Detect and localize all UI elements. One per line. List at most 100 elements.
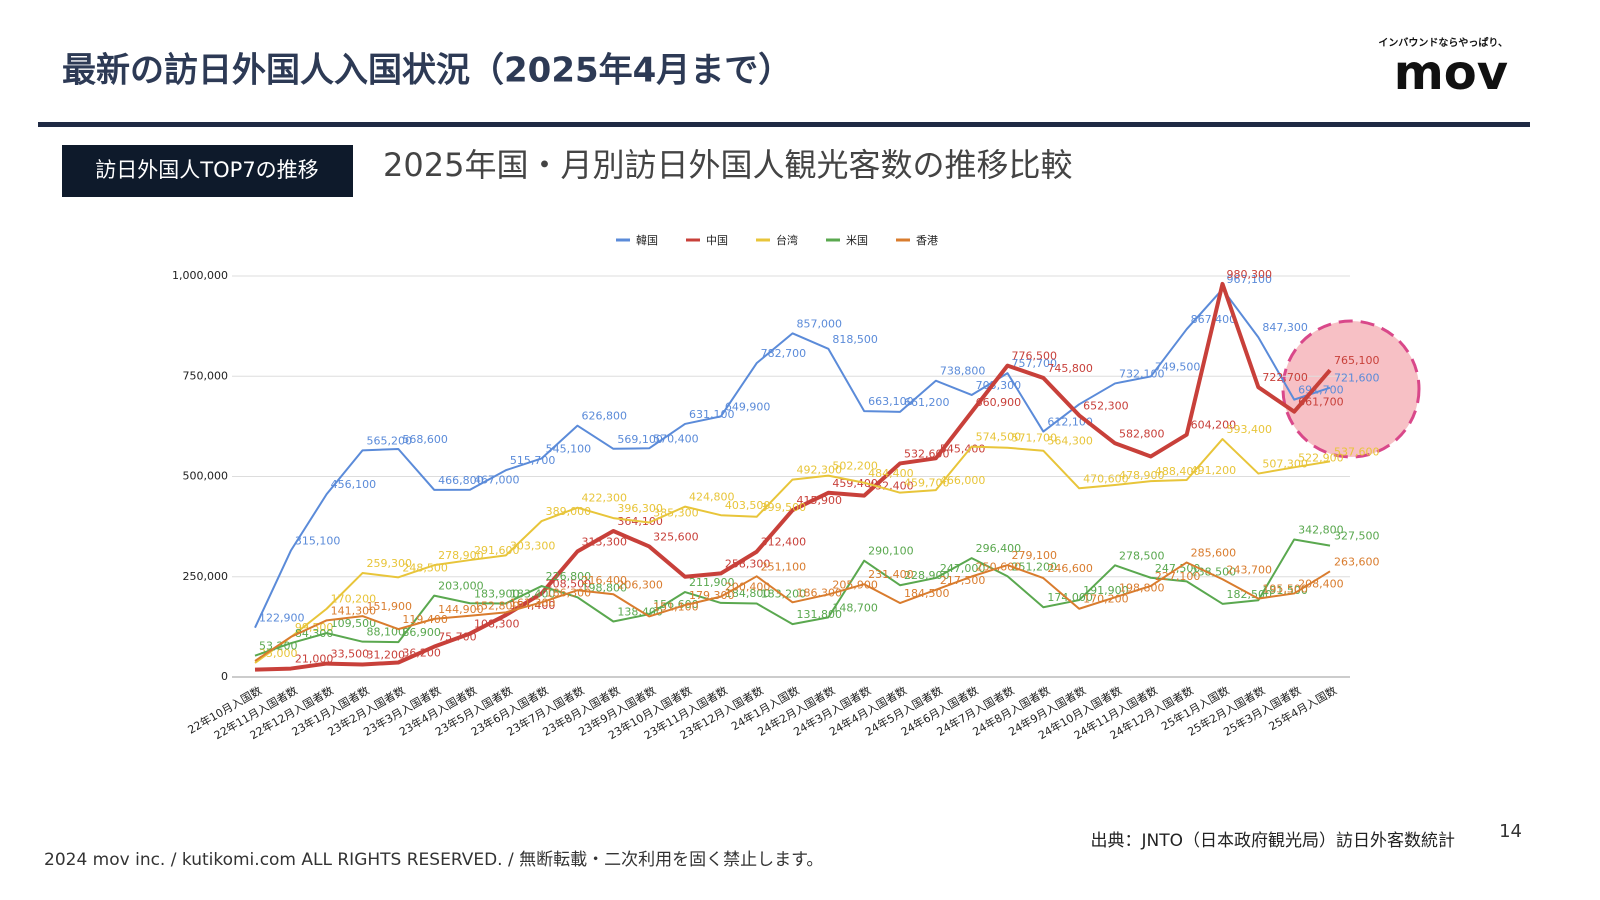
data-label: 312,400 xyxy=(761,536,807,549)
data-label: 857,000 xyxy=(797,317,843,330)
data-label: 459,400 xyxy=(832,477,878,490)
data-label: 537,600 xyxy=(1334,445,1380,458)
data-label: 226,800 xyxy=(546,570,592,583)
highlight-circle xyxy=(1281,319,1421,459)
data-label: 515,700 xyxy=(510,454,556,467)
logo: mov xyxy=(1394,45,1508,101)
data-label: 183,200 xyxy=(761,588,807,601)
data-label: 488,400 xyxy=(1155,465,1201,478)
data-label: 545,400 xyxy=(940,442,986,455)
data-label: 415,900 xyxy=(797,494,843,507)
data-label: 757,700 xyxy=(1012,357,1058,370)
data-label: 119,400 xyxy=(402,613,448,626)
data-label: 313,300 xyxy=(582,535,628,548)
plot: 0250,000500,000750,0001,000,00022年10月入国数… xyxy=(172,233,1379,742)
legend-label: 韓国 xyxy=(636,234,658,247)
data-label: 571,700 xyxy=(1012,432,1058,445)
data-label: 206,300 xyxy=(617,578,663,591)
data-label: 184,500 xyxy=(904,587,950,600)
data-label: 86,900 xyxy=(402,626,441,639)
data-label: 389,000 xyxy=(546,505,592,518)
data-label: 631,100 xyxy=(689,408,735,421)
data-label: 315,100 xyxy=(295,535,341,548)
data-label: 184,800 xyxy=(725,587,771,600)
logo-tagline: インバウンドならやっぱり、 xyxy=(1378,36,1508,49)
data-label: 151,100 xyxy=(653,600,699,613)
data-label: 424,800 xyxy=(689,491,735,504)
data-label: 721,600 xyxy=(1334,372,1380,385)
data-label: 144,900 xyxy=(438,603,484,616)
data-label: 570,400 xyxy=(653,432,699,445)
badge: 訪日外国人TOP7の推移 xyxy=(95,158,318,182)
data-label: 208,500 xyxy=(546,577,592,590)
data-label: 290,100 xyxy=(868,545,914,558)
data-label: 141,300 xyxy=(331,604,377,617)
data-label: 649,900 xyxy=(725,400,771,413)
data-label: 250,600 xyxy=(976,561,1022,574)
data-label: 569,100 xyxy=(617,433,663,446)
data-label: 227,100 xyxy=(1155,570,1201,583)
series-line xyxy=(254,438,1331,664)
page-number: 14 xyxy=(1499,821,1522,842)
data-label: 303,300 xyxy=(510,539,556,552)
data-label: 108,300 xyxy=(474,618,520,631)
data-label: 195,500 xyxy=(1262,583,1308,596)
y-tick-label: 750,000 xyxy=(183,369,229,382)
data-label: 467,000 xyxy=(474,474,520,487)
data-label: 738,800 xyxy=(940,365,986,378)
data-label: 170,200 xyxy=(331,593,377,606)
data-label: 122,900 xyxy=(259,612,305,625)
data-label: 980,300 xyxy=(1227,268,1273,281)
series-line xyxy=(254,538,1331,657)
data-label: 31,200 xyxy=(367,648,406,661)
data-label: 170,200 xyxy=(1083,593,1129,606)
data-label: 217,500 xyxy=(940,574,986,587)
data-label: 216,400 xyxy=(582,574,628,587)
data-label: 532,600 xyxy=(904,447,950,460)
data-label: 749,500 xyxy=(1155,360,1201,373)
data-label: 663,100 xyxy=(868,395,914,408)
data-label: 327,500 xyxy=(1334,530,1380,543)
data-label: 385,300 xyxy=(653,506,699,519)
data-label: 21,000 xyxy=(295,653,334,666)
data-label: 522,900 xyxy=(1298,451,1344,464)
data-label: 84,300 xyxy=(295,627,334,640)
legend-label: 米国 xyxy=(846,234,868,247)
data-label: 186,300 xyxy=(797,586,843,599)
data-label: 466,800 xyxy=(438,474,484,487)
data-label: 626,800 xyxy=(582,410,628,423)
data-label: 152,800 xyxy=(474,600,520,613)
data-label: 279,100 xyxy=(1012,549,1058,562)
data-label: 478,900 xyxy=(1119,469,1165,482)
data-label: 208,400 xyxy=(1298,577,1344,590)
legend-label: 台湾 xyxy=(776,233,798,247)
data-label: 660,900 xyxy=(976,396,1022,409)
data-label: 278,500 xyxy=(1119,549,1165,562)
data-label: 459,700 xyxy=(904,477,950,490)
data-label: 782,700 xyxy=(761,347,807,360)
series-line xyxy=(254,288,1331,629)
data-label: 296,400 xyxy=(976,542,1022,555)
data-label: 745,800 xyxy=(1047,362,1093,375)
data-label: 251,100 xyxy=(761,560,807,573)
data-label: 231,400 xyxy=(868,568,914,581)
data-label: 200,400 xyxy=(725,581,771,594)
data-label: 183,400 xyxy=(510,587,556,600)
y-tick-label: 0 xyxy=(221,670,228,683)
data-label: 263,600 xyxy=(1334,555,1380,568)
data-label: 661,700 xyxy=(1298,396,1344,409)
data-label: 661,200 xyxy=(904,396,950,409)
y-tick-label: 1,000,000 xyxy=(172,269,228,282)
data-label: 33,500 xyxy=(331,648,370,661)
data-label: 186,300 xyxy=(546,586,592,599)
data-label: 604,200 xyxy=(1191,419,1237,432)
data-label: 151,900 xyxy=(367,600,413,613)
y-tick-label: 500,000 xyxy=(183,470,229,483)
data-label: 161,300 xyxy=(510,596,556,609)
data-label: 403,500 xyxy=(725,499,771,512)
data-label: 396,300 xyxy=(617,502,663,515)
legend-label: 中国 xyxy=(706,234,728,247)
data-label: 545,100 xyxy=(546,442,592,455)
